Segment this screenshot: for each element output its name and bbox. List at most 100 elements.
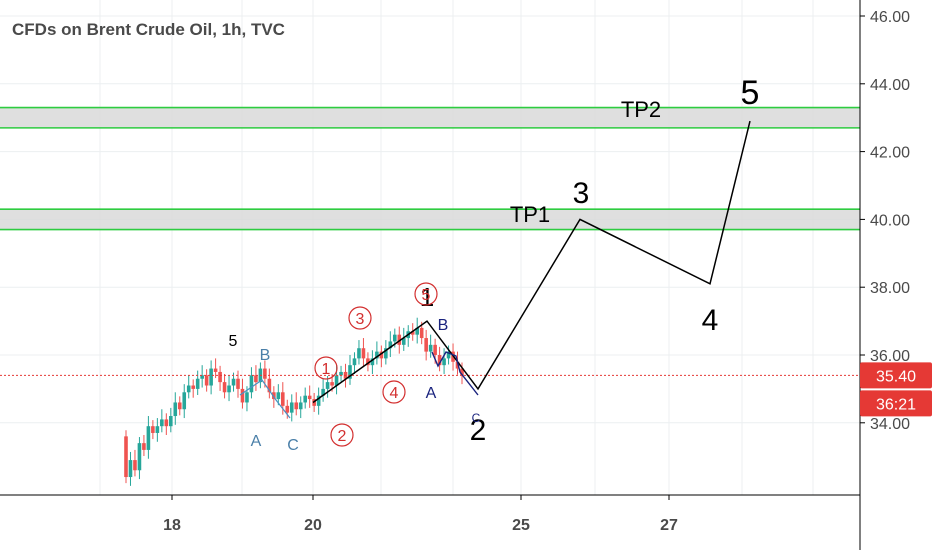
abc-left-label-C: C [287,437,299,454]
candle-body [177,402,182,410]
candle-body [151,426,155,433]
candle-body [298,402,303,410]
abc-left-label-A: A [251,433,262,450]
candle-body [384,348,388,359]
candle-body [366,358,370,366]
candle-body [240,388,245,403]
chart-grid [0,0,860,495]
candle-body [267,378,272,393]
candle-body [249,375,254,393]
abc-right-label-B: B [438,317,449,334]
candle-body [186,385,191,393]
y-tick-label: 40.00 [870,212,910,229]
y-tick-label: 38.00 [870,280,910,297]
target-label-TP1: TP1 [510,202,550,227]
candle-body [330,382,334,386]
elliott-wave-path [239,120,751,419]
candle-body [325,382,330,389]
x-tick-label: 18 [163,517,181,534]
candle-body [133,460,137,471]
candle-body [254,375,258,383]
candle-body [419,327,424,339]
candle-body [307,395,312,400]
candle-body [388,341,393,349]
candle-body [204,375,209,386]
circled-label-ring [314,356,338,380]
left-wave-label: 5 [229,333,238,350]
y-tick-label: 46.00 [870,9,910,26]
candle-body [263,368,267,379]
candle-body [401,338,406,345]
y-tick-label: 34.00 [870,416,910,433]
abc-left-label-B: B [260,347,271,364]
candle-body [339,371,343,376]
candle-body [169,416,173,427]
candlestick-series [0,317,860,486]
candle-body [213,368,218,372]
candle-body [294,402,299,410]
candle-body [209,368,213,386]
candle-body [289,402,294,413]
x-tick-label: 27 [660,517,678,534]
candle-body [437,355,442,366]
x-tick-label: 25 [512,517,530,534]
candle-body [195,378,200,389]
candle-body [357,348,361,359]
abc-right-label-C: C [472,411,481,425]
candle-body [321,388,325,396]
candle-body [128,460,133,478]
candle-body [164,419,169,427]
wave-path-line [312,120,751,404]
candle-body [455,361,460,369]
candle-body [137,443,142,471]
circled-label-3: 3 [356,311,365,328]
candle-body [379,351,384,359]
target-zones [0,106,860,231]
candle-body [173,402,178,417]
candle-body [227,385,231,393]
time-axis-panel [0,495,860,550]
candle-body [285,405,290,413]
candle-body [124,436,128,478]
wave-label-3: 3 [573,177,590,210]
circled-label-ring [414,282,438,306]
candle-body [218,371,222,383]
x-tick-label: 20 [304,517,322,534]
candle-body [303,395,307,403]
candle-body [446,351,451,359]
circled-label-2: 2 [338,428,347,445]
y-tick-label: 36.00 [870,348,910,365]
candle-body [142,443,146,450]
zone-fill [0,209,860,230]
candle-body [424,338,428,352]
candle-body [222,382,227,393]
circled-label-ring [330,423,354,447]
countdown-badge [860,390,932,417]
subwave-blue-line [431,351,479,396]
circled-label-5: 5 [422,287,431,304]
candle-body [442,358,446,366]
candle-body [410,331,415,335]
circled-label-4: 4 [390,385,399,402]
current-price-badge [860,362,932,389]
candle-body [276,392,281,400]
wave-label-4: 4 [702,304,719,337]
candle-body [182,392,187,410]
candle-body [191,385,195,389]
candle-body [397,334,402,345]
candle-body [316,395,321,406]
current-price-label: 35.40 [876,368,916,385]
candle-body [361,348,366,359]
candle-body [433,344,437,355]
candle-body [393,334,397,342]
subwave-left-line [239,379,291,419]
candle-body [460,368,464,376]
candle-body [200,375,204,379]
price-axis-panel [860,0,932,550]
target-label-TP2: TP2 [621,97,661,122]
candle-body [428,344,433,352]
chart-title: CFDs on Brent Crude Oil, 1h, TVC [12,20,285,39]
circled-label-ring [348,306,372,330]
